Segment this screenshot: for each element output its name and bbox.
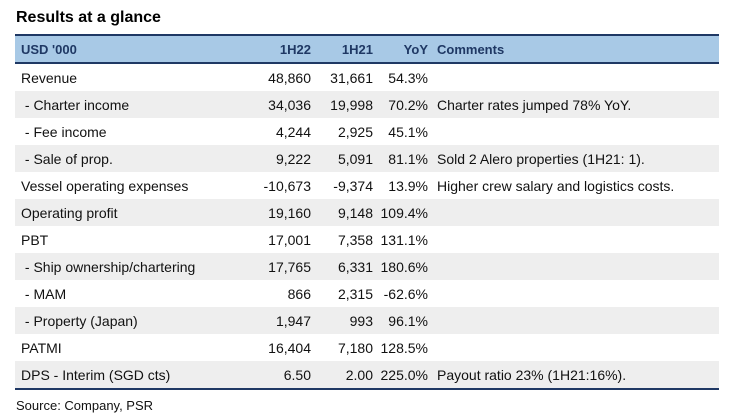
table-row: PBT 17,001 7,358 131.1% bbox=[15, 226, 719, 253]
value-1h21: 7,180 bbox=[337, 339, 373, 356]
table-body: Revenue 48,860 31,661 54.3% - Charter incom… bbox=[15, 64, 719, 390]
table-row: - Property (Japan) 1,947 993 96.1% bbox=[15, 307, 719, 334]
row-comment: Charter rates jumped 78% YoY. bbox=[437, 96, 632, 113]
row-label: - Charter income bbox=[21, 96, 130, 113]
row-label: Operating profit bbox=[21, 204, 118, 221]
row-comment: Sold 2 Alero properties (1H21: 1). bbox=[437, 150, 645, 167]
value-1h22: 17,001 bbox=[268, 231, 311, 248]
value-yoy: 45.1% bbox=[388, 123, 428, 140]
row-comment: Payout ratio 23% (1H21:16%). bbox=[437, 366, 627, 383]
source-note: Source: Company, PSR bbox=[16, 398, 154, 413]
value-1h21: 6,331 bbox=[337, 258, 373, 275]
value-1h22: 6.50 bbox=[283, 366, 311, 383]
results-table: USD '000 1H22 1H21 YoY Comments Revenue 4… bbox=[15, 34, 719, 390]
value-1h22: 48,860 bbox=[268, 69, 311, 86]
header-1h21: 1H21 bbox=[341, 41, 373, 57]
row-label: Vessel operating expenses bbox=[21, 177, 189, 194]
value-yoy: 13.9% bbox=[388, 177, 428, 194]
value-yoy: 54.3% bbox=[388, 69, 428, 86]
value-1h21: 2,315 bbox=[337, 285, 373, 302]
row-label: PBT bbox=[21, 231, 49, 248]
row-label: - Sale of prop. bbox=[21, 150, 113, 167]
value-1h22: 17,765 bbox=[268, 258, 311, 275]
value-1h21: 2,925 bbox=[337, 123, 373, 140]
row-label: - MAM bbox=[21, 285, 67, 302]
value-1h21: 993 bbox=[349, 312, 373, 329]
row-comment: Higher crew salary and logistics costs. bbox=[437, 177, 675, 194]
value-yoy: 70.2% bbox=[388, 96, 428, 113]
value-yoy: 128.5% bbox=[380, 339, 428, 356]
table-row: Vessel operating expenses -10,673 -9,374 13… bbox=[15, 172, 719, 199]
value-1h22: 34,036 bbox=[268, 96, 311, 113]
value-1h22: -10,673 bbox=[263, 177, 311, 194]
table-header: USD '000 1H22 1H21 YoY Comments bbox=[15, 34, 719, 64]
table-row: - Sale of prop. 9,222 5,091 81.1% Sold 2 Ale… bbox=[15, 145, 719, 172]
value-1h21: -9,374 bbox=[333, 177, 373, 194]
row-label: - Fee income bbox=[21, 123, 107, 140]
table-row: DPS - Interim (SGD cts) 6.50 2.00 225.0% Pay… bbox=[15, 361, 719, 390]
value-1h22: 16,404 bbox=[268, 339, 311, 356]
table-row: Operating profit 19,160 9,148 109.4% bbox=[15, 199, 719, 226]
row-label: DPS - Interim (SGD cts) bbox=[21, 366, 171, 383]
value-yoy: 81.1% bbox=[388, 150, 428, 167]
table-row: - Ship ownership/chartering 17,765 6,331 18… bbox=[15, 253, 719, 280]
row-label: Revenue bbox=[21, 69, 78, 86]
row-label: - Property (Japan) bbox=[21, 312, 138, 329]
value-1h22: 4,244 bbox=[275, 123, 311, 140]
header-1h22: 1H22 bbox=[279, 41, 311, 57]
value-1h21: 7,358 bbox=[337, 231, 373, 248]
table-row: - MAM 866 2,315 -62.6% bbox=[15, 280, 719, 307]
header-comments: Comments bbox=[437, 41, 505, 57]
header-label: USD '000 bbox=[21, 41, 77, 57]
value-1h21: 9,148 bbox=[337, 204, 373, 221]
row-label: PATMI bbox=[21, 339, 62, 356]
value-yoy: 109.4% bbox=[380, 204, 428, 221]
value-yoy: 225.0% bbox=[380, 366, 428, 383]
table-row: Revenue 48,860 31,661 54.3% bbox=[15, 64, 719, 91]
value-1h21: 31,661 bbox=[330, 69, 373, 86]
value-1h22: 9,222 bbox=[275, 150, 311, 167]
row-label: - Ship ownership/chartering bbox=[21, 258, 196, 275]
table-row: PATMI 16,404 7,180 128.5% bbox=[15, 334, 719, 361]
table-row: - Fee income 4,244 2,925 45.1% bbox=[15, 118, 719, 145]
value-1h21: 2.00 bbox=[345, 366, 373, 383]
value-yoy: 180.6% bbox=[380, 258, 428, 275]
value-yoy: -62.6% bbox=[383, 285, 428, 302]
value-1h21: 19,998 bbox=[330, 96, 373, 113]
header-yoy: YoY bbox=[403, 41, 428, 57]
value-1h21: 5,091 bbox=[337, 150, 373, 167]
value-yoy: 131.1% bbox=[380, 231, 428, 248]
page-title: Results at a glance bbox=[16, 9, 161, 26]
value-yoy: 96.1% bbox=[388, 312, 428, 329]
table-row: - Charter income 34,036 19,998 70.2% Charter… bbox=[15, 91, 719, 118]
value-1h22: 19,160 bbox=[268, 204, 311, 221]
value-1h22: 866 bbox=[287, 285, 311, 302]
value-1h22: 1,947 bbox=[275, 312, 311, 329]
